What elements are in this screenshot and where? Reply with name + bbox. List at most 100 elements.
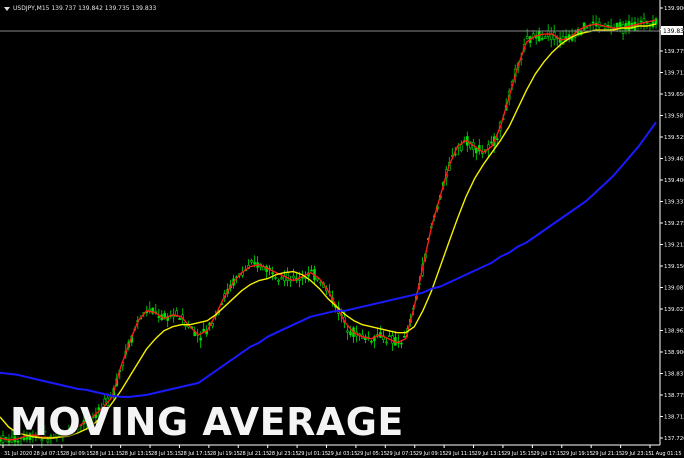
price-tick-label: 139.462 bbox=[664, 157, 684, 163]
price-tick-label: 139.087 bbox=[664, 286, 684, 292]
candle-body bbox=[346, 330, 349, 333]
price-tick-label: 137.720 bbox=[664, 436, 684, 442]
candle-body bbox=[310, 269, 313, 272]
time-tick-label: 28 Jul 15:15 bbox=[151, 451, 181, 457]
symbol-info-text: USDJPY,M15 139.737 139.842 139.735 139.8… bbox=[13, 5, 157, 12]
candle-body bbox=[211, 322, 214, 327]
time-tick-label: 28 Jul 17:15 bbox=[180, 451, 210, 457]
time-tick-label: 29 Jul 19:15 bbox=[563, 451, 593, 457]
candle-body bbox=[151, 307, 155, 314]
candle-body bbox=[525, 36, 529, 40]
candle-body bbox=[253, 262, 256, 265]
overlay-title: MOVING AVERAGE bbox=[10, 400, 404, 444]
candle-body bbox=[549, 33, 553, 40]
candle-body bbox=[163, 312, 166, 318]
candle-body bbox=[298, 278, 301, 281]
candle-body bbox=[85, 421, 89, 424]
candle-body bbox=[274, 277, 277, 279]
candle-body bbox=[585, 26, 589, 29]
time-axis-ticks: 31 Jul 2020 28 Jul 07:15 28 Jul 09:15 28 Ju… bbox=[2, 445, 682, 457]
candle-body bbox=[73, 430, 77, 432]
candle-body bbox=[576, 28, 580, 36]
moving-average-lines bbox=[0, 19, 657, 441]
time-tick-label: 29 Jul 09:15 bbox=[416, 451, 446, 457]
candle-body bbox=[540, 38, 544, 40]
price-tick-label: 139.900 bbox=[664, 6, 684, 12]
time-tick-label: 28 Jul 11:15 bbox=[92, 451, 122, 457]
time-tick-label: 29 Jul 07:15 bbox=[386, 451, 416, 457]
candle-body bbox=[40, 438, 44, 442]
candle-body bbox=[157, 316, 161, 318]
candle-body bbox=[591, 21, 595, 24]
price-tick-label: 138.775 bbox=[664, 393, 684, 399]
candle-body bbox=[88, 419, 92, 422]
price-tick-label: 139.712 bbox=[664, 71, 684, 77]
price-tick-label: 138.712 bbox=[664, 415, 684, 421]
time-tick-label: 28 Jul 19:15 bbox=[210, 451, 240, 457]
price-tick-label: 138.837 bbox=[664, 372, 684, 378]
price-tick-label: 139.525 bbox=[664, 135, 684, 141]
time-tick-label: 28 Jul 07:15 bbox=[33, 451, 63, 457]
time-tick-label: 29 Jul 03:15 bbox=[328, 451, 358, 457]
time-tick-label: 28 Jul 23:15 bbox=[269, 451, 299, 457]
price-tick-label: 139.650 bbox=[664, 92, 684, 98]
candle-body bbox=[474, 148, 478, 154]
ma-line-medium bbox=[0, 23, 657, 439]
time-tick-label: 29 Jul 05:15 bbox=[357, 451, 387, 457]
time-tick-label: 28 Jul 09:15 bbox=[63, 451, 93, 457]
candle-body bbox=[543, 36, 547, 39]
candle-body bbox=[385, 341, 388, 344]
ma-line-slow bbox=[0, 121, 657, 398]
candle-body bbox=[16, 440, 20, 443]
candle-body bbox=[292, 275, 295, 279]
price-tick-label: 139.275 bbox=[664, 221, 684, 227]
price-tick-label: 139.775 bbox=[664, 49, 684, 55]
time-tick-label: 29 Jul 17:15 bbox=[533, 451, 563, 457]
candle-body bbox=[388, 335, 391, 338]
candle-body bbox=[277, 280, 280, 282]
candle-body bbox=[271, 272, 274, 275]
candle-body bbox=[642, 18, 646, 23]
triangle-down-icon[interactable] bbox=[4, 6, 10, 11]
candle-body bbox=[639, 20, 643, 23]
candle-body bbox=[22, 437, 26, 441]
price-tick-label: 138.900 bbox=[664, 350, 684, 356]
candle-body bbox=[148, 308, 152, 311]
time-tick-label: 28 Jul 21:15 bbox=[239, 451, 269, 457]
price-axis-ticks: 139.900139.838139.775139.712139.650139.5… bbox=[660, 6, 684, 442]
time-tick-label: 31 Jul 2020 bbox=[4, 451, 32, 457]
time-tick-label: 29 Jul 21:15 bbox=[592, 451, 622, 457]
candle-body bbox=[280, 277, 283, 280]
candle-body bbox=[489, 141, 493, 144]
candle-body bbox=[618, 22, 622, 27]
candle-body bbox=[97, 407, 101, 411]
candle-body bbox=[301, 276, 304, 279]
candle-body bbox=[250, 260, 253, 263]
time-tick-label: 29 Jul 01:15 bbox=[298, 451, 328, 457]
candle-body bbox=[202, 328, 205, 332]
price-tick-label: 139.025 bbox=[664, 307, 684, 313]
candle-body bbox=[178, 318, 181, 320]
candle-body bbox=[459, 144, 463, 151]
candle-body bbox=[58, 434, 62, 437]
current-price-label: 139.833 bbox=[663, 28, 684, 35]
price-tick-label: 139.337 bbox=[664, 200, 684, 206]
price-tick-label: 138.962 bbox=[664, 329, 684, 335]
candle-body bbox=[43, 430, 47, 433]
price-tick-label: 139.212 bbox=[664, 243, 684, 249]
candle-body bbox=[46, 438, 50, 443]
time-tick-label: 29 Jul 15:15 bbox=[504, 451, 534, 457]
candle-body bbox=[4, 437, 8, 439]
price-tick-label: 139.400 bbox=[664, 178, 684, 184]
candle-body bbox=[0, 437, 2, 442]
time-tick-label: 29 Jul 23:15 bbox=[622, 451, 652, 457]
time-tick-label: 28 Jul 13:15 bbox=[122, 451, 152, 457]
candle-body bbox=[49, 435, 53, 438]
candle-body bbox=[370, 340, 373, 343]
price-tick-label: 139.587 bbox=[664, 114, 684, 120]
candle-body bbox=[468, 141, 472, 149]
candle-body bbox=[316, 278, 319, 281]
candle-body bbox=[286, 272, 289, 281]
